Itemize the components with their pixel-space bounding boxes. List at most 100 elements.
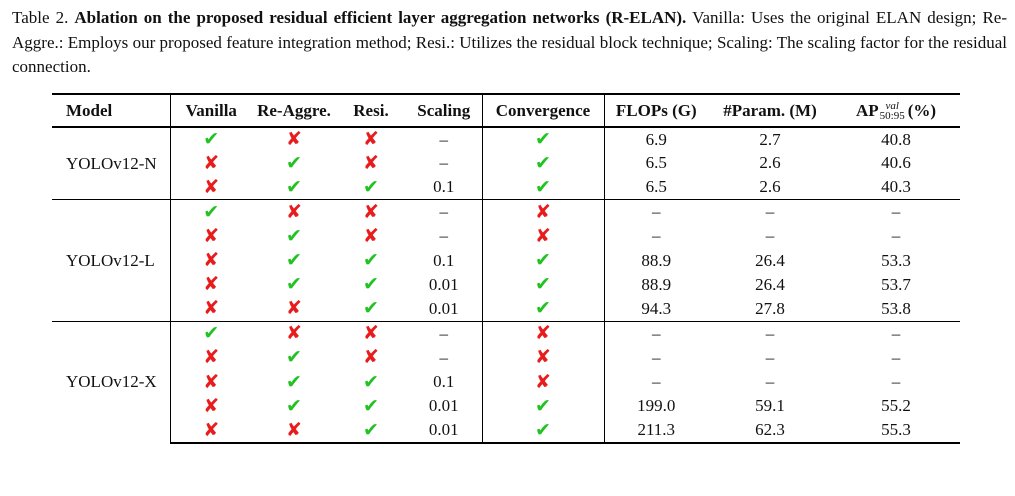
resi-cell: ✔: [336, 176, 406, 200]
reaggre-cell: ✔: [252, 176, 336, 200]
params-cell: 59.1: [755, 396, 785, 416]
vanilla-cell: ✘: [170, 151, 252, 175]
model-name-cell: YOLOv12-X: [52, 320, 171, 443]
flops-cell: 199.0: [637, 396, 676, 416]
header-params: #Param. (M): [723, 100, 817, 120]
cross-mark-icon: ✘: [203, 297, 220, 320]
cross-mark-icon: ✘: [535, 346, 551, 369]
scaling-cell: –: [406, 224, 483, 249]
vanilla-cell: ✘: [170, 176, 252, 200]
check-mark-icon: ✔: [286, 394, 302, 417]
flops-cell: 88.9: [641, 250, 672, 270]
reaggre-cell: ✘: [252, 199, 336, 225]
scaling-cell: 0.01: [406, 394, 483, 419]
convergence-cell: ✔: [482, 127, 605, 152]
convergence-cell: ✔: [482, 272, 605, 298]
cross-mark-icon: ✘: [203, 370, 220, 393]
header-reaggre: Re-Aggre.: [257, 100, 331, 120]
params-cell: –: [708, 199, 832, 225]
check-mark-icon: ✔: [535, 297, 551, 320]
reaggre-cell: ✘: [252, 297, 336, 321]
reaggre-cell: ✔: [252, 151, 336, 175]
scaling-cell: 0.1: [406, 248, 483, 273]
table-row: YOLOv12-X ✔ ✘ ✘ – ✘ – – –: [52, 320, 960, 443]
flops-cell: 211.3: [604, 418, 708, 444]
resi-cell: ✔: [336, 273, 406, 297]
cross-mark-icon: ✘: [363, 322, 379, 345]
reaggre-cell: ✔: [252, 394, 336, 418]
cross-mark-icon: ✘: [535, 224, 551, 247]
cross-mark-icon: ✘: [286, 297, 302, 320]
convergence-cell: ✘: [482, 369, 605, 395]
params-cell: –: [765, 372, 775, 392]
table-row: ✘ ✔ ✘ – ✔ 6.5 2.6 40.6: [52, 151, 960, 176]
header-ap-main: AP: [855, 100, 879, 120]
ap-cell: –: [832, 199, 960, 225]
model-name-cell: YOLOv12-L: [52, 199, 171, 322]
scaling-cell: 0.01: [406, 272, 483, 298]
convergence-cell: ✔: [482, 175, 605, 200]
scaling-cell: 0.01: [406, 297, 483, 322]
vanilla-cell: ✔: [170, 199, 252, 225]
group-l: YOLOv12-L ✔ ✘ ✘ – ✘ – – – ✘ ✔ ✘ – ✘ – – – ✘ ✔ ✔ 0.1 ✔ 88.9 26.4…: [52, 199, 960, 322]
check-mark-icon: ✔: [535, 249, 551, 272]
resi-cell: ✘: [336, 224, 406, 248]
cross-mark-icon: ✘: [203, 175, 220, 198]
table-caption: Table 2. Ablation on the proposed residu…: [12, 6, 1007, 80]
header-ap-sub: 50:95: [879, 109, 905, 122]
check-mark-icon: ✔: [286, 273, 302, 296]
params-cell: 27.8: [755, 298, 785, 318]
flops-cell: –: [652, 372, 661, 392]
vanilla-cell: ✘: [170, 418, 252, 444]
cross-mark-icon: ✘: [363, 224, 379, 247]
params-cell: 2.6: [759, 177, 781, 197]
scaling-cell: –: [406, 345, 483, 370]
ap-cell: 53.3: [881, 250, 911, 270]
cross-mark-icon: ✘: [203, 273, 220, 296]
table-row: ✘ ✔ ✘ – ✘ – – –: [52, 345, 960, 370]
reaggre-cell: ✘: [252, 418, 336, 444]
header-ap-sup: val: [885, 99, 899, 112]
vanilla-cell: ✔: [170, 127, 252, 151]
cross-mark-icon: ✘: [203, 249, 220, 272]
check-mark-icon: ✔: [363, 370, 379, 393]
table-row: ✘ ✔ ✔ 0.01 ✔ 199.0 59.1 55.2: [52, 394, 960, 419]
params-cell: –: [708, 320, 832, 346]
scaling-cell: –: [406, 199, 483, 225]
scaling-cell: –: [406, 127, 483, 152]
params-cell: 2.7: [759, 129, 781, 149]
check-mark-icon: ✔: [535, 128, 551, 151]
check-mark-icon: ✔: [363, 418, 379, 441]
scaling-cell: 0.1: [406, 175, 483, 200]
check-mark-icon: ✔: [363, 297, 379, 320]
cross-mark-icon: ✘: [286, 322, 302, 345]
cross-mark-icon: ✘: [286, 200, 302, 223]
resi-cell: ✔: [336, 370, 406, 394]
convergence-cell: ✘: [482, 320, 605, 346]
params-cell: –: [765, 226, 775, 246]
ap-cell: 53.8: [881, 298, 911, 318]
reaggre-cell: ✘: [252, 127, 336, 151]
vanilla-cell: ✘: [170, 346, 252, 370]
resi-cell: ✔: [336, 418, 406, 444]
check-mark-icon: ✔: [203, 200, 220, 223]
flops-cell: 6.5: [645, 177, 667, 197]
convergence-cell: ✘: [482, 199, 605, 225]
params-cell: –: [765, 347, 775, 367]
table-row: YOLOv12-L ✔ ✘ ✘ – ✘ – – –: [52, 199, 960, 322]
flops-cell: 6.9: [645, 129, 667, 149]
params-cell: 62.3: [708, 418, 832, 444]
header-scaling: Scaling: [406, 94, 483, 127]
reaggre-cell: ✔: [252, 224, 336, 248]
reaggre-cell: ✘: [252, 320, 336, 346]
convergence-cell: ✔: [482, 151, 605, 176]
header-ap: AP val 50:95 (%): [832, 94, 960, 127]
resi-cell: ✔: [336, 394, 406, 418]
cross-mark-icon: ✘: [203, 151, 220, 174]
check-mark-icon: ✔: [286, 370, 302, 393]
table-row: ✘ ✔ ✔ 0.1 ✘ – – –: [52, 369, 960, 395]
reaggre-cell: ✔: [252, 273, 336, 297]
model-name-cell: YOLOv12-N: [52, 127, 171, 200]
ap-cell: –: [832, 320, 960, 346]
convergence-cell: ✔: [482, 297, 605, 322]
